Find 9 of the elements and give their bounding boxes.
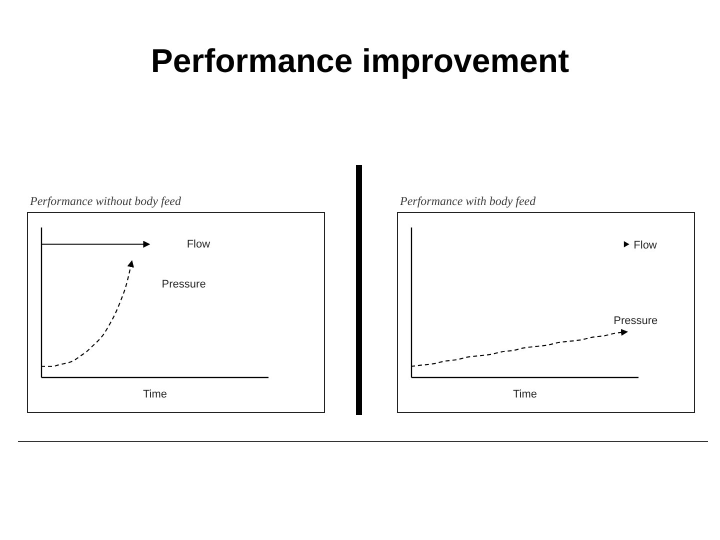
text: Flow [186,238,210,250]
text: Pressure [162,278,206,291]
chart-title: Performance without body feed [29,194,182,208]
x-axis-title: Time [512,388,538,400]
text: Performance improvement [150,42,570,79]
series-label: Flow [634,239,657,252]
series-label: Pressure [614,314,658,327]
chart-title: Performance with body feed [399,194,537,208]
x-axis-title: Time [142,388,168,400]
